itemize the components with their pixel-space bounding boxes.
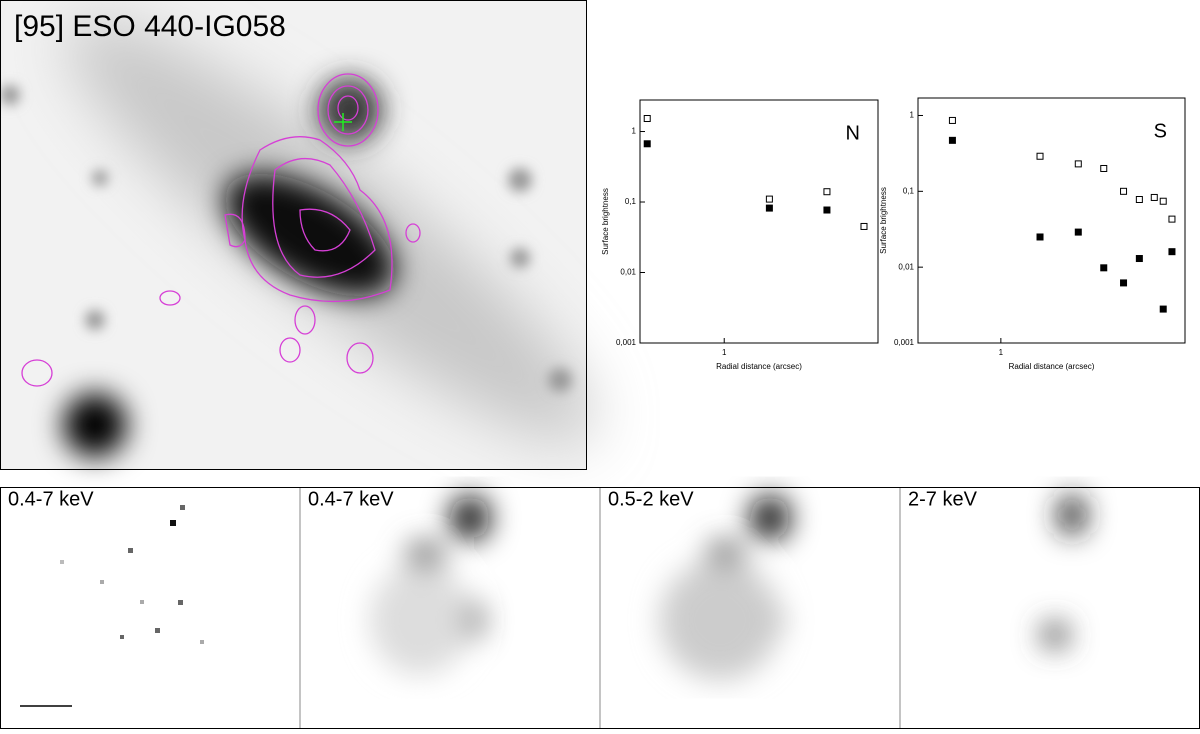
y-tick-label: 1 [910,111,915,120]
plot-frame [917,97,1186,344]
data-point [948,136,956,144]
data-point [1100,164,1108,172]
data-point [823,188,831,196]
xray-panels [0,487,1200,729]
panel-letter: S [1154,120,1167,142]
data-point [1100,264,1108,272]
data-point [1074,160,1082,168]
y-axis-label: Surface brightness [601,188,610,255]
data-point [1168,215,1176,223]
data-point [1036,233,1044,241]
y-tick-label: 0,1 [903,186,915,195]
x-tick-label: 1 [999,348,1004,357]
data-point [1135,255,1143,263]
panel-label: 0.4-7 keV [308,488,394,510]
y-axis-label: Surface brightness [879,187,888,254]
data-point [1159,305,1167,313]
image-title: [95] ESO 440-IG058 [14,10,286,43]
x-axis-label: Radial distance (arcsec) [1009,362,1095,371]
optical-image [0,0,594,470]
y-tick-label: 0,001 [894,338,915,347]
data-point [643,115,651,123]
panel-letter: N [846,122,860,144]
y-tick-label: 0,01 [898,262,914,271]
panel-label: 0.4-7 keV [8,488,94,510]
data-point [823,206,831,214]
data-point [1120,279,1128,287]
panel-label: 2-7 keV [908,488,978,510]
panel-label: 0.5-2 keV [608,488,694,510]
data-point [643,140,651,148]
x-tick-label: 1 [722,348,727,357]
data-point [1135,196,1143,204]
data-point [1074,228,1082,236]
data-point [765,195,773,203]
data-point [1150,193,1158,201]
y-tick-label: 0,01 [620,268,636,277]
y-tick-label: 0,001 [616,338,637,347]
plot-frame [639,99,879,344]
data-point [948,116,956,124]
data-point [765,204,773,212]
data-point [1168,248,1176,256]
data-point [1159,197,1167,205]
data-point [1120,187,1128,195]
x-axis-label: Radial distance (arcsec) [716,362,802,371]
data-point [1036,152,1044,160]
y-tick-label: 0,1 [625,197,637,206]
data-point [860,222,868,230]
y-tick-label: 1 [632,127,637,136]
